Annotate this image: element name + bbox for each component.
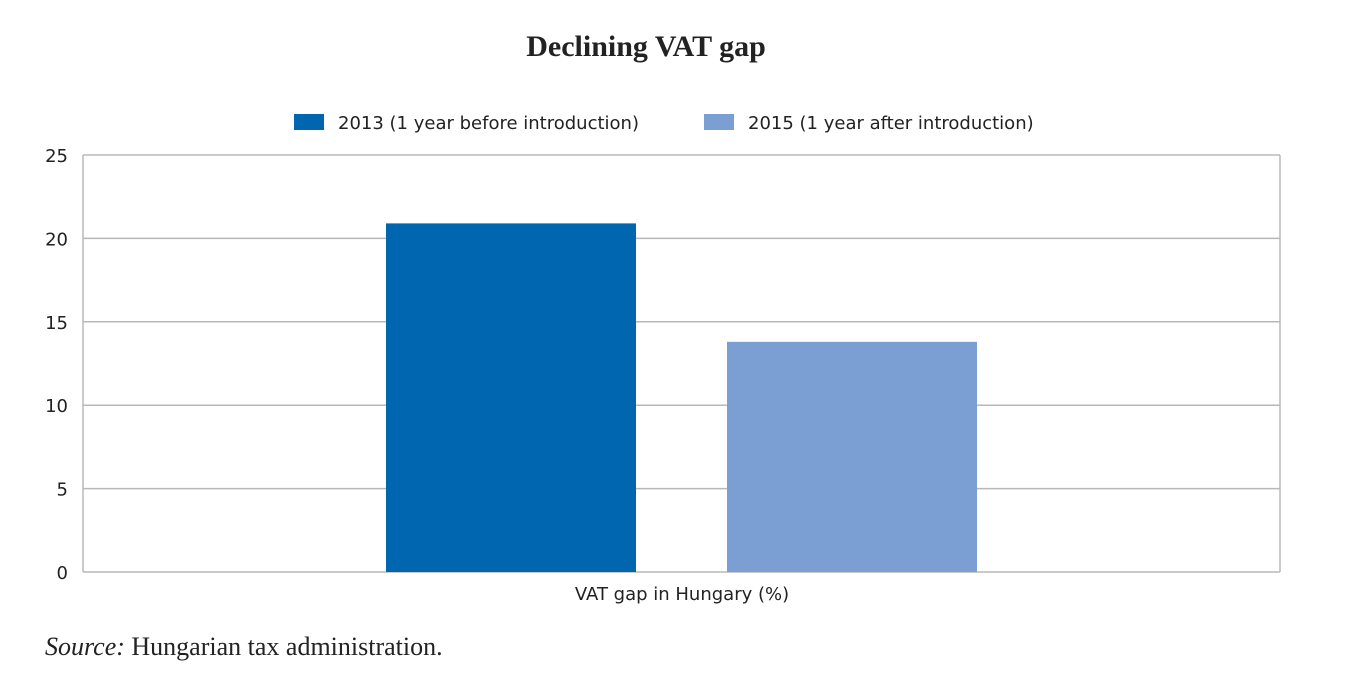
- y-tick-label: 25: [45, 146, 68, 167]
- y-tick-label: 15: [45, 313, 68, 334]
- y-tick-label: 10: [45, 396, 68, 417]
- legend-label: 2013 (1 year before introduction): [338, 113, 639, 134]
- y-tick-label: 20: [45, 229, 68, 250]
- source-label: Source:: [45, 632, 125, 661]
- legend-label: 2015 (1 year after introduction): [748, 113, 1034, 134]
- bar-2013: [386, 223, 636, 572]
- legend-swatch: [704, 114, 734, 130]
- source-text: Hungarian tax administration.: [131, 632, 443, 661]
- legend-swatch: [294, 114, 324, 130]
- y-tick-label: 5: [57, 480, 68, 501]
- source-note: Source: Hungarian tax administration.: [45, 632, 443, 662]
- y-tick-label: 0: [57, 563, 68, 584]
- bar-2015: [727, 341, 977, 572]
- chart-title: Declining VAT gap: [526, 30, 766, 63]
- x-axis-label: VAT gap in Hungary (%): [575, 584, 789, 605]
